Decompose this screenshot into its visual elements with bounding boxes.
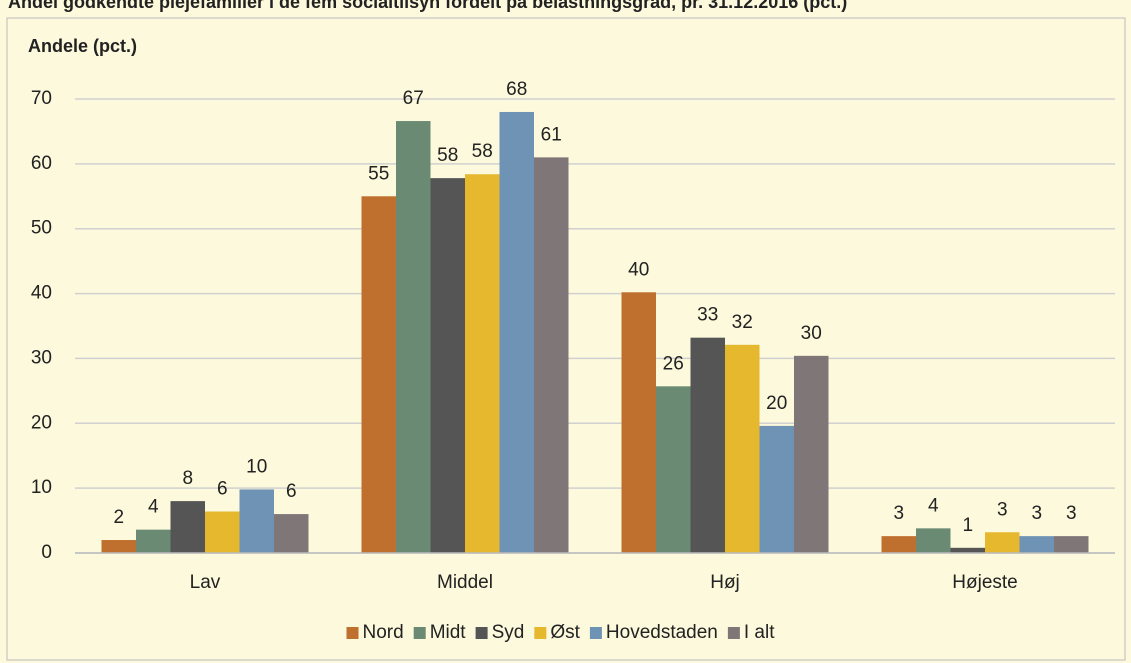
data-label: 3 — [1066, 503, 1077, 524]
bar — [430, 178, 465, 553]
chart-title: Andel godkendte plejefamilier i de fem s… — [8, 0, 847, 12]
data-label: 32 — [732, 312, 753, 333]
x-tick-label: Højeste — [952, 572, 1017, 593]
bar — [465, 174, 500, 553]
bar — [136, 529, 171, 553]
bar — [101, 540, 136, 553]
legend-swatch — [413, 627, 426, 639]
data-label: 4 — [928, 495, 939, 516]
data-label: 40 — [628, 259, 649, 280]
data-label: 68 — [506, 79, 527, 100]
data-label: 1 — [962, 515, 973, 536]
bar — [170, 501, 205, 553]
y-tick-label: 70 — [31, 88, 52, 109]
legend-swatch — [534, 627, 547, 639]
bar — [950, 547, 985, 553]
data-label: 3 — [893, 503, 904, 524]
x-tick-label: Lav — [190, 572, 221, 593]
data-label: 3 — [997, 499, 1008, 520]
legend-label: I alt — [744, 622, 775, 643]
bar — [205, 511, 240, 553]
bar — [361, 196, 396, 554]
bar — [534, 157, 569, 553]
legend-label: Syd — [492, 622, 525, 643]
bar — [690, 337, 725, 553]
legend-label: Midt — [430, 622, 467, 643]
legend-swatch — [346, 627, 359, 639]
chart-frame — [6, 17, 1126, 661]
data-label: 20 — [766, 393, 787, 414]
bar — [725, 344, 760, 553]
data-label: 30 — [801, 323, 822, 344]
legend-label: Nord — [363, 622, 404, 643]
bar — [1054, 536, 1089, 553]
y-tick-label: 50 — [31, 218, 52, 239]
data-label: 55 — [368, 163, 389, 184]
y-tick-label: 60 — [31, 153, 52, 174]
data-label: 6 — [217, 479, 228, 500]
data-label: 10 — [246, 456, 267, 477]
legend-swatch — [475, 627, 488, 639]
bar — [759, 425, 794, 553]
bar — [1019, 536, 1054, 553]
bar — [239, 489, 274, 553]
data-label: 4 — [148, 497, 159, 518]
bar — [274, 514, 309, 553]
bar — [621, 292, 656, 553]
bar — [499, 111, 534, 553]
y-axis-title: Andele (pct.) — [28, 36, 137, 56]
bar — [396, 121, 431, 554]
y-tick-label: 20 — [31, 412, 52, 433]
y-tick-label: 10 — [31, 477, 52, 498]
data-label: 6 — [286, 481, 297, 502]
legend-label: Øst — [550, 622, 580, 643]
y-tick-label: 30 — [31, 347, 52, 368]
bar — [985, 532, 1020, 553]
data-label: 33 — [697, 305, 718, 326]
data-label: 3 — [1031, 503, 1042, 524]
data-label: 26 — [663, 353, 684, 374]
data-label: 67 — [403, 88, 424, 109]
bar — [881, 536, 916, 553]
bar — [656, 386, 691, 553]
bar — [916, 528, 951, 553]
bar — [794, 355, 829, 553]
legend-label: Hovedstaden — [606, 622, 718, 643]
x-tick-label: Middel — [437, 572, 493, 593]
y-tick-label: 40 — [31, 283, 52, 304]
data-label: 8 — [182, 468, 193, 489]
data-label: 58 — [437, 145, 458, 166]
data-label: 2 — [113, 507, 124, 528]
legend-swatch — [589, 627, 602, 639]
y-tick-label: 0 — [41, 542, 52, 563]
data-label: 61 — [541, 124, 562, 145]
data-label: 58 — [472, 141, 493, 162]
legend-swatch — [727, 627, 740, 639]
x-tick-label: Høj — [710, 572, 740, 593]
